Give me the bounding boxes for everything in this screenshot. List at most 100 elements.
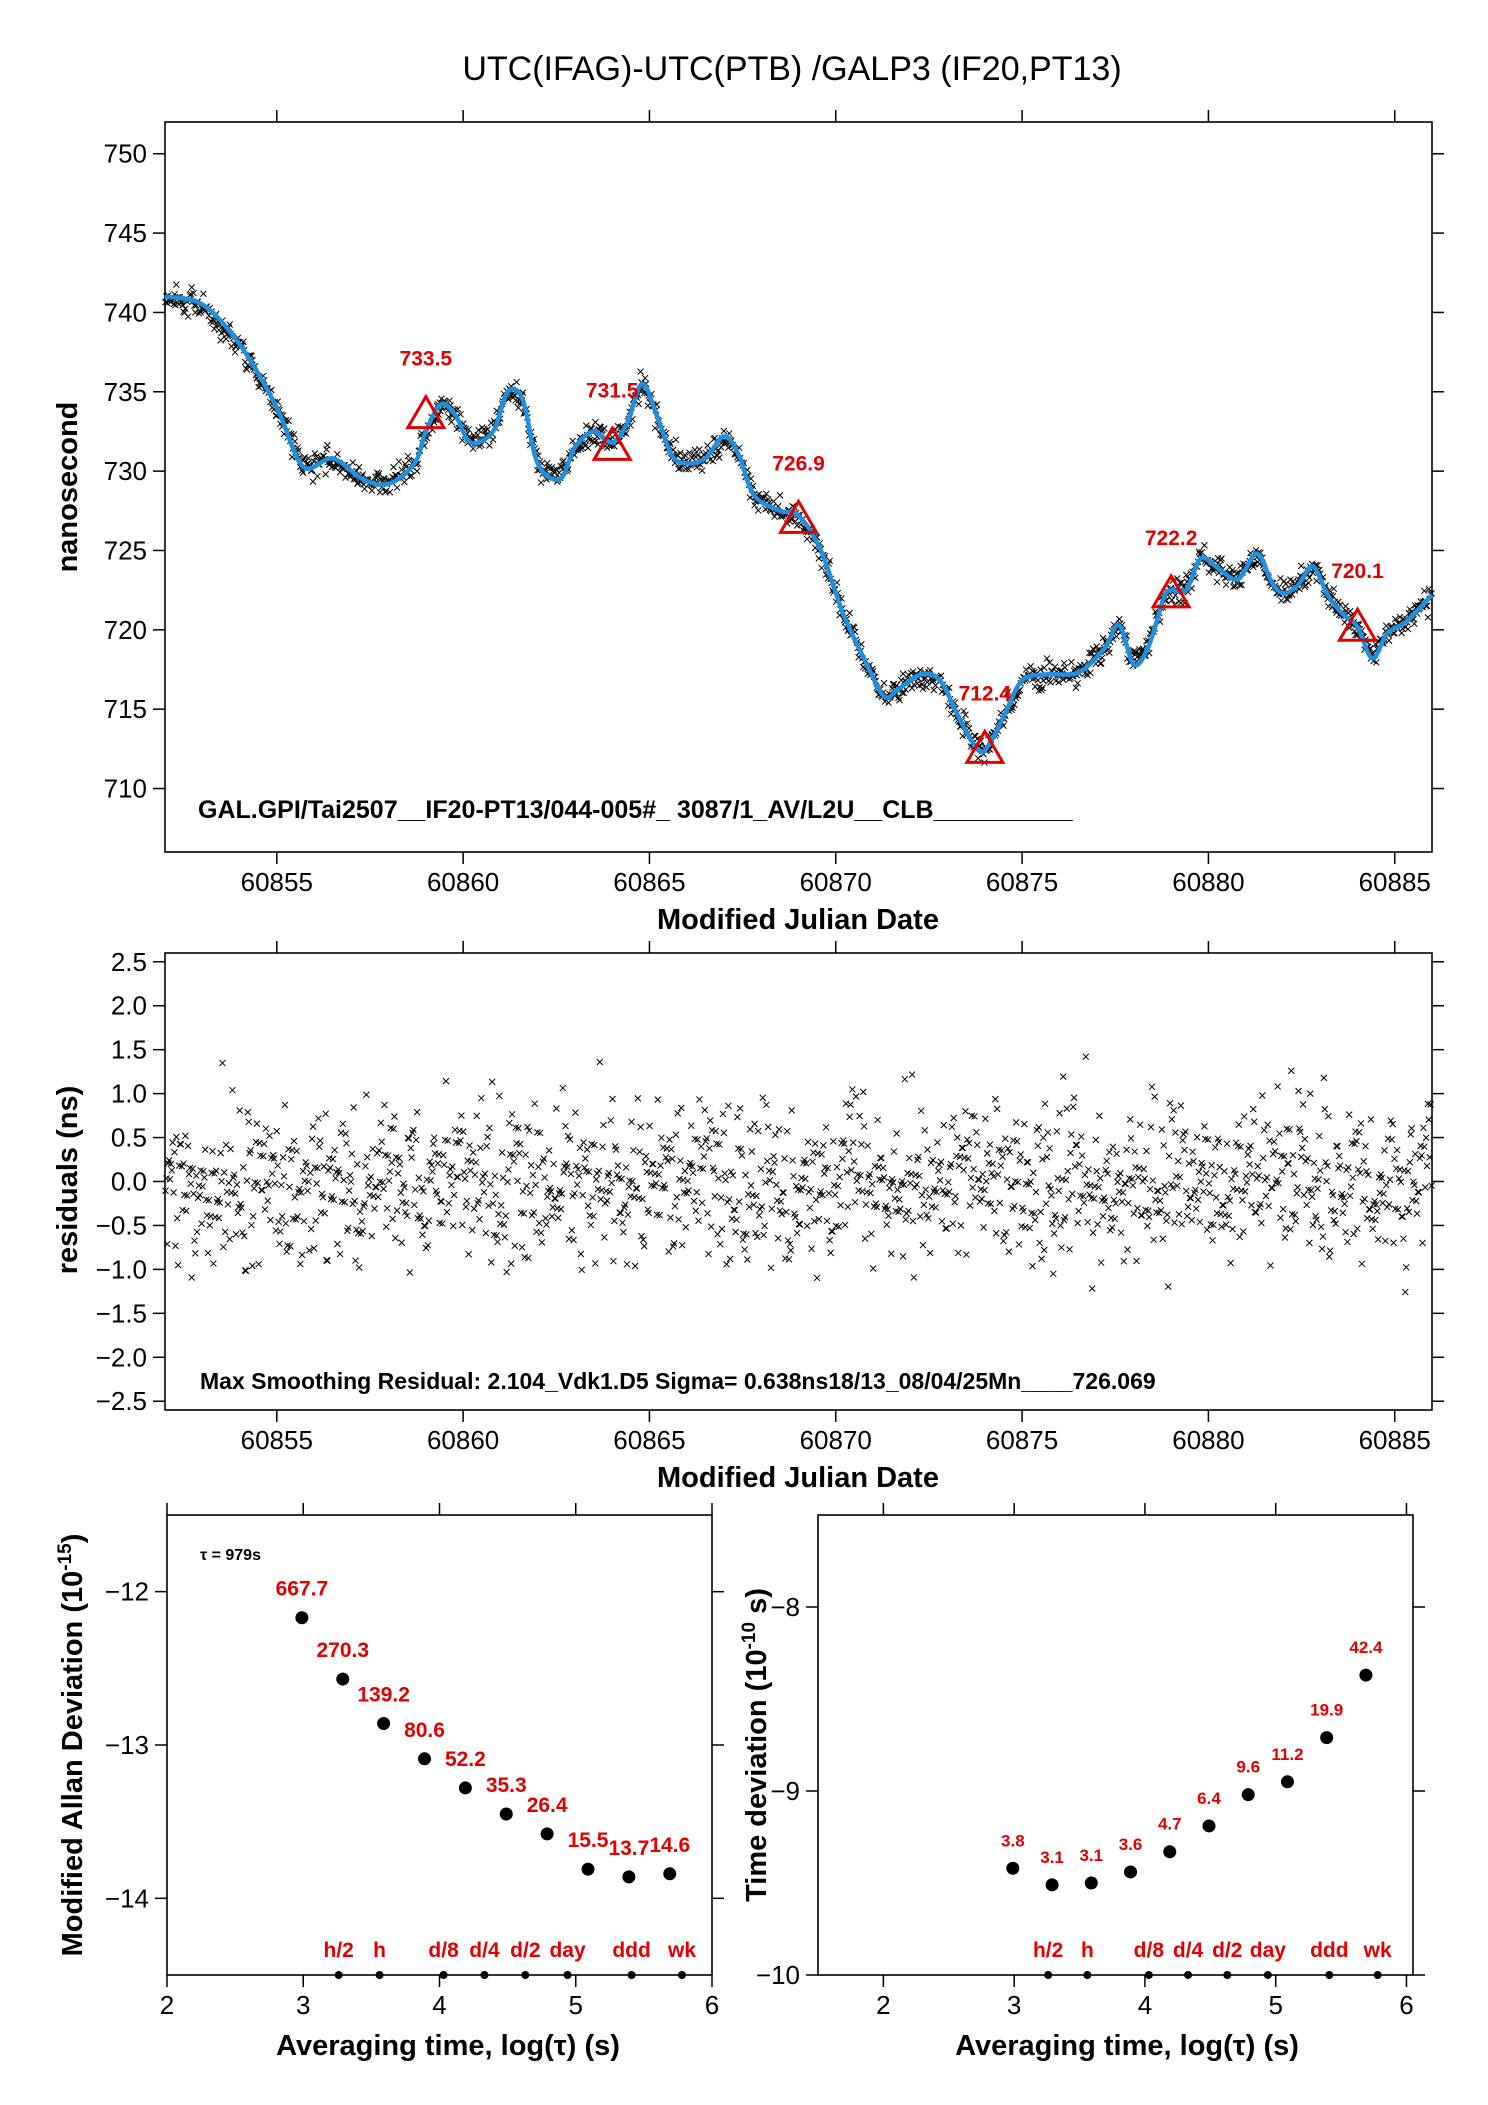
residuals-point <box>1020 1120 1028 1128</box>
timeseries-point <box>584 444 592 452</box>
residuals-point <box>460 1168 468 1176</box>
residuals-point <box>1382 1237 1389 1245</box>
tdev-ref-mark <box>1044 1971 1053 1979</box>
residuals-point <box>1273 1176 1281 1184</box>
residuals-point <box>1145 1213 1153 1221</box>
residuals-point <box>183 1192 191 1199</box>
timeseries-xtick-label: 60870 <box>800 867 872 897</box>
residuals-point <box>925 1214 932 1222</box>
residuals-point <box>882 1202 890 1210</box>
residuals-point <box>801 1156 808 1164</box>
residuals-point <box>162 1187 169 1195</box>
residuals-point <box>600 1121 607 1129</box>
timeseries-point <box>398 466 406 474</box>
residuals-point <box>1001 1135 1009 1143</box>
timeseries-point <box>696 446 703 453</box>
residuals-point <box>944 1178 952 1186</box>
residuals-point <box>722 1176 730 1184</box>
residuals-point <box>1020 1207 1027 1215</box>
residuals-point <box>1284 1160 1292 1167</box>
residuals-point <box>280 1172 288 1180</box>
tdev-panel: 2 3 4 5 6 −10 −9 −8 3.8 3.1 3.1 3.6 4.7 6.4 9.6 11.2 19… <box>739 1503 1425 2062</box>
residuals-point <box>1247 1142 1254 1150</box>
residuals-point <box>1134 1204 1141 1212</box>
residuals-point <box>748 1148 756 1155</box>
residuals-point <box>690 1197 698 1205</box>
timeseries-point <box>1106 649 1113 656</box>
residuals-point <box>1031 1216 1039 1224</box>
residuals-point <box>1367 1116 1375 1123</box>
residuals-point <box>589 1194 596 1201</box>
residuals-point <box>1355 1129 1363 1136</box>
residuals-point <box>810 1217 818 1225</box>
tdev-ylabel-exp: -10 <box>739 1622 760 1649</box>
residuals-point <box>1315 1132 1323 1140</box>
residuals-point <box>668 1155 676 1163</box>
timeseries-marker <box>964 728 1006 764</box>
residuals-point <box>351 1197 358 1205</box>
timeseries-point <box>1038 686 1045 694</box>
residuals-point <box>174 1261 182 1269</box>
timeseries-point <box>395 458 403 465</box>
residuals-point <box>293 1147 301 1155</box>
residuals-point <box>359 1227 367 1235</box>
residuals-ylabel: residuals (ns) <box>52 1086 84 1275</box>
residuals-point <box>239 1163 247 1171</box>
residuals-point <box>463 1197 471 1205</box>
timeseries-point <box>720 427 728 435</box>
residuals-ytick-label: 0.5 <box>111 1123 147 1153</box>
tdev-frame <box>817 1514 1414 1976</box>
residuals-point <box>1049 1270 1057 1278</box>
residuals-point <box>1172 1129 1179 1136</box>
residuals-point <box>1262 1192 1270 1200</box>
residuals-point <box>440 1161 448 1169</box>
residuals-point <box>1113 1150 1120 1158</box>
residuals-point <box>982 1115 989 1123</box>
residuals-point <box>661 1185 669 1192</box>
residuals-point <box>1111 1215 1119 1223</box>
residuals-point <box>764 1123 772 1131</box>
residuals-point <box>1248 1201 1255 1209</box>
residuals-point <box>1189 1148 1196 1156</box>
residuals-point <box>429 1168 436 1175</box>
residuals-point <box>1385 1201 1393 1208</box>
residuals-point <box>1116 1169 1124 1177</box>
residuals-point <box>633 1185 641 1192</box>
residuals-point <box>312 1217 320 1224</box>
timeseries-point <box>676 464 683 472</box>
tdev-point <box>1241 1788 1255 1802</box>
residuals-point <box>1303 1201 1311 1209</box>
residuals-point <box>527 1161 535 1169</box>
residuals-point <box>684 1177 691 1185</box>
timeseries-marker-label: 712.4 <box>959 682 1012 705</box>
timeseries-point <box>405 456 413 464</box>
residuals-point <box>815 1215 823 1223</box>
residuals-point <box>1121 1180 1129 1187</box>
mdev-ylabel: Modified Allan Deviation (10-15) <box>55 1534 89 1957</box>
residuals-point <box>983 1150 991 1157</box>
residuals-point <box>1332 1220 1339 1228</box>
residuals-point <box>502 1212 510 1220</box>
residuals-point <box>755 1212 763 1219</box>
timeseries-point <box>172 281 180 288</box>
residuals-point <box>1194 1196 1202 1204</box>
residuals-point <box>1310 1159 1318 1167</box>
residuals-point <box>850 1158 858 1165</box>
timeseries-point <box>513 378 520 386</box>
residuals-point <box>552 1195 559 1202</box>
residuals-point <box>1335 1152 1343 1160</box>
residuals-point <box>543 1221 550 1229</box>
residuals-point <box>790 1172 797 1180</box>
residuals-point <box>1128 1175 1136 1183</box>
residuals-point <box>200 1167 207 1175</box>
timeseries-xtick-label: 60875 <box>986 867 1058 897</box>
residuals-point <box>772 1131 779 1139</box>
residuals-point <box>444 1137 452 1145</box>
residuals-point <box>754 1127 762 1135</box>
residuals-point <box>1275 1179 1282 1187</box>
mdev-ref-mark <box>563 1971 572 1979</box>
residuals-point <box>298 1251 306 1259</box>
residuals-point <box>473 1112 481 1120</box>
residuals-point <box>516 1140 524 1148</box>
residuals-point <box>577 1250 585 1258</box>
